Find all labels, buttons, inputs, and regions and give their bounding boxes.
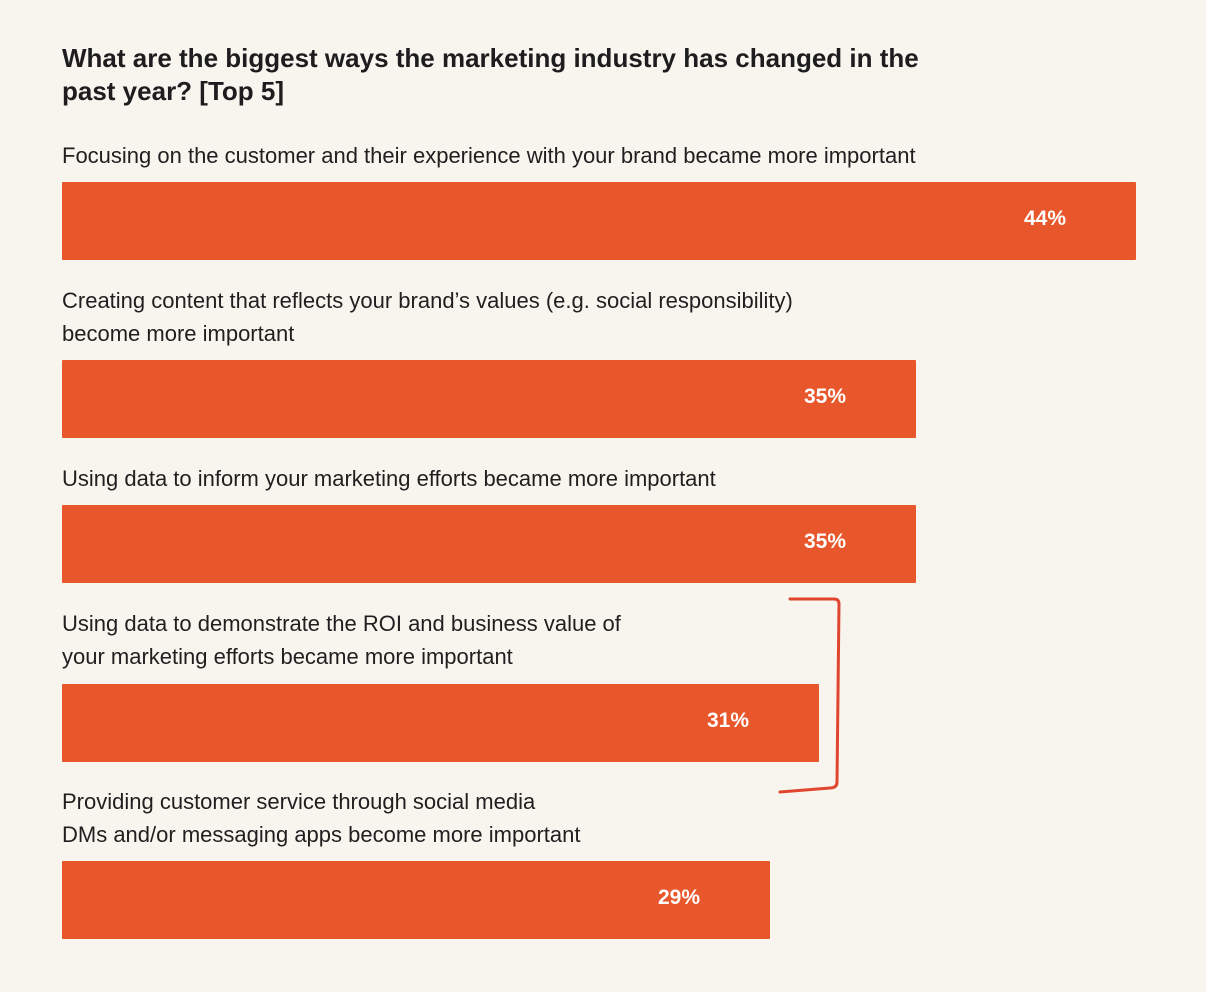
bar-value-label: 31% [706, 709, 749, 732]
category-label: your marketing efforts became more impor… [62, 644, 513, 669]
category-label: Using data to demonstrate the ROI and bu… [62, 611, 621, 636]
bar: 31% [62, 684, 819, 762]
category-label: DMs and/or messaging apps become more im… [62, 822, 581, 847]
chart-title: What are the biggest ways the marketing … [62, 43, 919, 106]
bar-value-label: 29% [657, 886, 700, 909]
category-label: Using data to inform your marketing effo… [62, 466, 716, 491]
bar: 35% [62, 505, 916, 583]
bar: 44% [62, 182, 1136, 260]
bar-value-label: 35% [803, 530, 846, 553]
category-label: Creating content that reflects your bran… [62, 288, 793, 313]
category-label: Focusing on the customer and their exper… [62, 143, 916, 168]
category-label: become more important [62, 321, 295, 346]
category-label: Providing customer service through socia… [62, 789, 536, 814]
bar-value-label: 35% [803, 385, 846, 408]
bar-value-label: 44% [1023, 207, 1066, 230]
bar: 29% [62, 861, 770, 939]
bar: 35% [62, 360, 916, 438]
